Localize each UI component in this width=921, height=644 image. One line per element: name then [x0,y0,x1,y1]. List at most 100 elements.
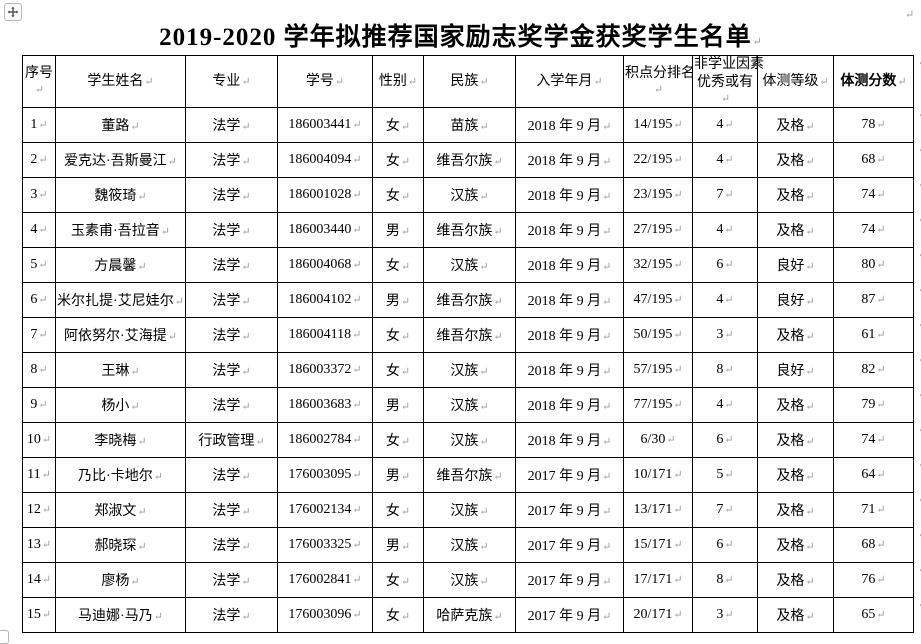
table-cell[interactable]: 176003325↵ [277,527,373,563]
table-cell[interactable]: 汉族↵ [423,247,516,283]
header-cell[interactable]: 专业↵ [185,55,278,108]
table-cell[interactable]: 魏筱琦↵ [55,177,186,213]
table-cell[interactable]: 女↵ [372,352,424,388]
table-cell[interactable]: 4↵ [22,212,56,248]
table-cell[interactable]: 汉族↵ [423,422,516,458]
table-cell[interactable]: 汉族↵ [423,492,516,528]
table-cell[interactable]: 64↵ [833,457,914,493]
table-cell[interactable]: 186004094↵ [277,142,373,178]
table-cell[interactable]: 10/171↵ [623,457,693,493]
table-cell[interactable]: 8↵ [692,562,758,598]
table-cell[interactable]: 法学↵ [185,492,278,528]
table-cell[interactable]: 2018 年 9 月↵ [515,282,624,318]
table-cell[interactable]: 及格↵ [757,142,834,178]
table-cell[interactable]: 8↵ [22,352,56,388]
table-cell[interactable]: 维吾尔族↵ [423,212,516,248]
table-cell[interactable]: 法学↵ [185,562,278,598]
table-cell[interactable]: 87↵ [833,282,914,318]
table-cell[interactable]: 4↵ [692,107,758,143]
header-cell[interactable]: 学号↵ [277,55,373,108]
table-cell[interactable]: 女↵ [372,562,424,598]
table-cell[interactable]: 汉族↵ [423,562,516,598]
table-cell[interactable]: 186003372↵ [277,352,373,388]
table-cell[interactable]: 2017 年 9 月↵ [515,492,624,528]
header-cell[interactable]: 非学业因素 优秀或有 ↵ [692,55,764,108]
table-cell[interactable]: 法学↵ [185,107,278,143]
table-cell[interactable]: 女↵ [372,597,424,633]
table-cell[interactable]: 及格↵ [757,527,834,563]
table-cell[interactable]: 186004118↵ [277,317,373,353]
table-cell[interactable]: 及格↵ [757,317,834,353]
table-cell[interactable]: 32/195↵ [623,247,693,283]
table-cell[interactable]: 玉素甫·吾拉音↵ [55,212,186,248]
table-cell[interactable]: 50/195↵ [623,317,693,353]
header-cell[interactable]: 积点分排名 ↵ [623,55,695,108]
table-cell[interactable]: 及格↵ [757,457,834,493]
page-title[interactable]: 2019-2020 学年拟推荐国家励志奖学金获奖学生名单 [159,24,752,51]
table-cell[interactable]: 及格↵ [757,212,834,248]
table-cell[interactable]: 汉族↵ [423,387,516,423]
table-cell[interactable]: 77/195↵ [623,387,693,423]
table-cell[interactable]: 5↵ [22,247,56,283]
table-cell[interactable]: 苗族↵ [423,107,516,143]
table-cell[interactable]: 法学↵ [185,247,278,283]
table-cell[interactable]: 176002134↵ [277,492,373,528]
table-cell[interactable]: 男↵ [372,282,424,318]
table-cell[interactable]: 68↵ [833,527,914,563]
table-cell[interactable]: 2018 年 9 月↵ [515,247,624,283]
table-cell[interactable]: 3↵ [692,317,758,353]
table-cell[interactable]: 女↵ [372,317,424,353]
table-cell[interactable]: 76↵ [833,562,914,598]
table-cell[interactable]: 4↵ [692,142,758,178]
table-cell[interactable]: 22/195↵ [623,142,693,178]
table-cell[interactable]: 李晓梅↵ [55,422,186,458]
table-cell[interactable]: 4↵ [692,212,758,248]
table-cell[interactable]: 方晨馨↵ [55,247,186,283]
table-cell[interactable]: 及格↵ [757,387,834,423]
table-cell[interactable]: 法学↵ [185,387,278,423]
header-cell[interactable]: 性别↵ [372,55,424,108]
table-cell[interactable]: 71↵ [833,492,914,528]
table-cell[interactable]: 14↵ [22,562,56,598]
table-cell[interactable]: 2018 年 9 月↵ [515,212,624,248]
table-cell[interactable]: 2017 年 9 月↵ [515,597,624,633]
table-cell[interactable]: 2017 年 9 月↵ [515,562,624,598]
table-cell[interactable]: 维吾尔族↵ [423,317,516,353]
table-cell[interactable]: 186002784↵ [277,422,373,458]
header-cell[interactable]: 民族↵ [423,55,516,108]
table-cell[interactable]: 186001028↵ [277,177,373,213]
table-cell[interactable]: 68↵ [833,142,914,178]
table-cell[interactable]: 法学↵ [185,457,278,493]
table-cell[interactable]: 15↵ [22,597,56,633]
table-cell[interactable]: 女↵ [372,247,424,283]
table-cell[interactable]: 良好↵ [757,352,834,388]
table-cell[interactable]: 2018 年 9 月↵ [515,352,624,388]
table-cell[interactable]: 郝晓琛↵ [55,527,186,563]
table-cell[interactable]: 78↵ [833,107,914,143]
table-cell[interactable]: 2017 年 9 月↵ [515,457,624,493]
table-cell[interactable]: 男↵ [372,212,424,248]
table-cell[interactable]: 维吾尔族↵ [423,282,516,318]
table-cell[interactable]: 行政管理↵ [185,422,278,458]
table-cell[interactable]: 4↵ [692,282,758,318]
table-cell[interactable]: 良好↵ [757,247,834,283]
table-cell[interactable]: 及格↵ [757,492,834,528]
table-cell[interactable]: 乃比·卡地尔↵ [55,457,186,493]
table-cell[interactable]: 阿依努尔·艾海提↵ [55,317,186,353]
table-cell[interactable]: 13/171↵ [623,492,693,528]
table-cell[interactable]: 6↵ [692,247,758,283]
header-cell[interactable]: 体测分数↵ [833,55,914,108]
table-cell[interactable]: 6↵ [692,422,758,458]
table-cell[interactable]: 维吾尔族↵ [423,142,516,178]
table-cell[interactable]: 20/171↵ [623,597,693,633]
table-cell[interactable]: 王琳↵ [55,352,186,388]
table-cell[interactable]: 2017 年 9 月↵ [515,527,624,563]
table-cell[interactable]: 23/195↵ [623,177,693,213]
table-cell[interactable]: 9↵ [22,387,56,423]
table-cell[interactable]: 74↵ [833,212,914,248]
table-cell[interactable]: 2018 年 9 月↵ [515,107,624,143]
table-cell[interactable]: 哈萨克族↵ [423,597,516,633]
table-cell[interactable]: 及格↵ [757,562,834,598]
table-cell[interactable]: 及格↵ [757,422,834,458]
table-cell[interactable]: 男↵ [372,387,424,423]
